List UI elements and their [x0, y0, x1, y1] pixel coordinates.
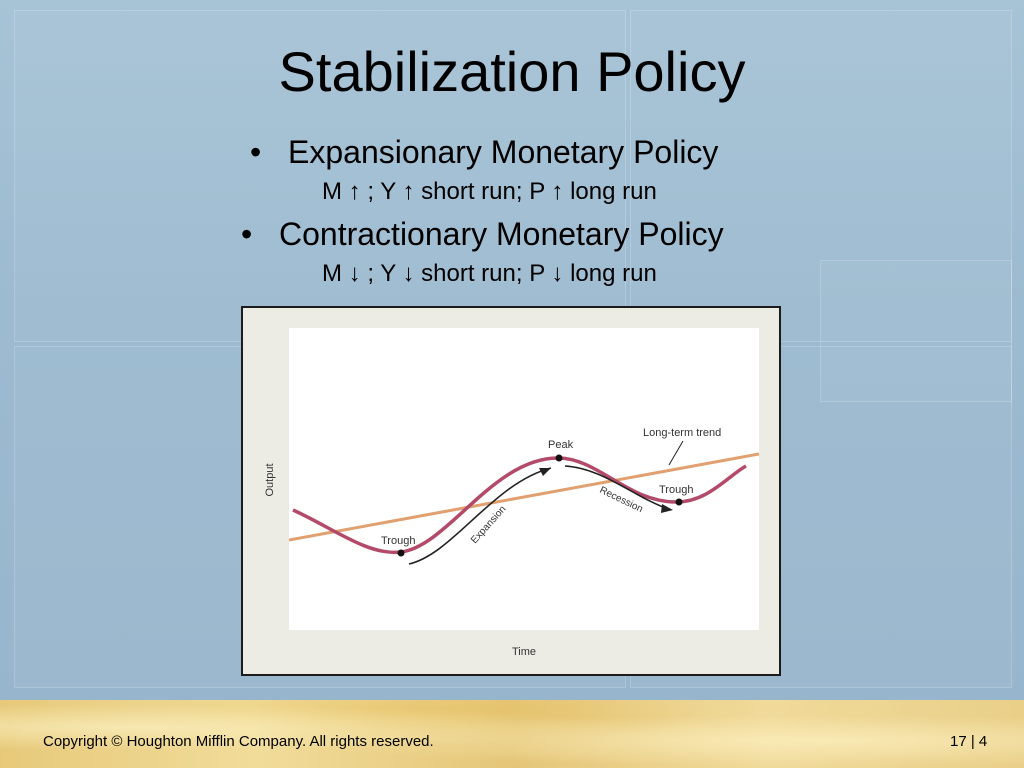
background-panel [630, 10, 1012, 342]
x-axis-label: Time [512, 646, 536, 658]
sub-contractionary: M ↓ ; Y ↓ short run; P ↓ long run [322, 260, 657, 287]
expansion-arrow-head [539, 468, 551, 476]
background-panel [14, 10, 626, 342]
bullet-expansionary: • Expansionary Monetary Policy [250, 134, 718, 170]
footer-page-number: 17 | 4 [950, 733, 988, 750]
label-trough-left: Trough [381, 535, 415, 547]
y-axis-label: Output [264, 463, 276, 496]
business-cycle-curve [292, 456, 747, 555]
trend-label-leader [668, 440, 684, 466]
business-cycle-diagram: Trough Peak Trough Long-term trend Expan… [264, 328, 759, 658]
trough-point-left [397, 549, 405, 557]
slide-title: Stabilization Policy [278, 40, 746, 103]
sub-expansionary: M ↑ ; Y ↑ short run; P ↑ long run [322, 178, 657, 205]
recession-arrow-head [661, 504, 673, 513]
expansion-arrow [408, 467, 552, 565]
bullet-contractionary: • Contractionary Monetary Policy [241, 216, 724, 252]
label-peak: Peak [548, 439, 574, 451]
bullet-glyph: • [241, 216, 253, 252]
business-cycle-figure: Trough Peak Trough Long-term trend Expan… [241, 306, 781, 676]
background-panel [820, 260, 1012, 402]
bullet-glyph: • [250, 134, 262, 170]
label-trough-right: Trough [659, 484, 693, 496]
footer-copyright: Copyright © Houghton Mifflin Company. Al… [43, 733, 434, 750]
bullet-text: Expansionary Monetary Policy [288, 134, 719, 170]
label-long-term-trend: Long-term trend [643, 427, 721, 439]
bullet-text: Contractionary Monetary Policy [279, 216, 724, 252]
footer-bar: Copyright © Houghton Mifflin Company. Al… [0, 700, 1024, 768]
trend-line [289, 452, 759, 542]
recession-arrow [564, 465, 672, 511]
peak-point [555, 454, 563, 462]
trough-point-right [675, 498, 683, 506]
